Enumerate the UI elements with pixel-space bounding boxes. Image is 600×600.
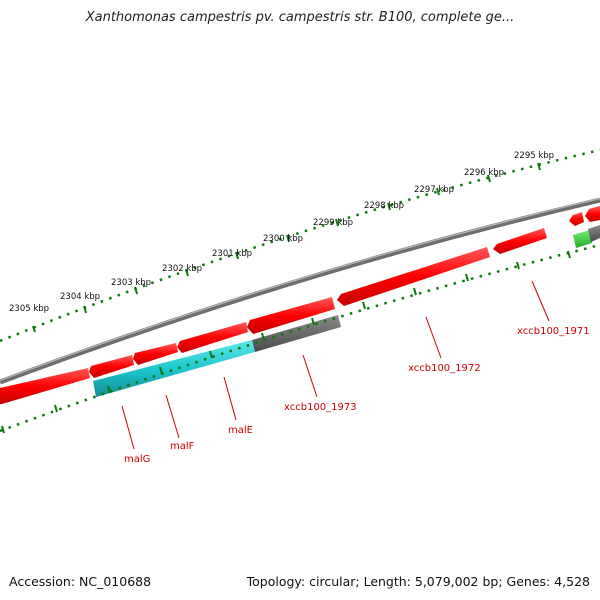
scale-label-2296: 2296 kbp [464, 168, 504, 178]
grey-feature-edge[interactable] [588, 225, 600, 242]
gene-labels: malG malF malE xccb100_1973 xccb100_1972… [124, 326, 590, 465]
green-feature[interactable] [573, 230, 592, 248]
scale-label-2302: 2302 kbp [162, 264, 202, 274]
scale-label-2297: 2297 kbp [414, 185, 454, 195]
grey-feature-1973[interactable] [252, 315, 341, 352]
gene-label-xccb100-1972: xccb100_1972 [408, 363, 481, 374]
gene-label-xccb100-1973: xccb100_1973 [284, 402, 357, 413]
accession-text: Accession: NC_010688 [9, 574, 152, 589]
scale-label-2301: 2301 kbp [212, 249, 252, 259]
map-title: Xanthomonas campestris pv. campestris st… [85, 10, 515, 25]
scale-label-2303: 2303 kbp [111, 278, 151, 288]
gene-label-malG: malG [124, 454, 150, 465]
cds-forward-6[interactable] [337, 247, 490, 306]
cds-forward-3[interactable] [133, 343, 178, 365]
scale-label-2299: 2299 kbp [313, 218, 353, 228]
scale-labels: 2305 kbp 2304 kbp 2303 kbp 2302 kbp 2301… [9, 151, 554, 314]
cds-forward-8[interactable] [569, 212, 584, 226]
scale-label-2305: 2305 kbp [9, 304, 49, 314]
genome-backbone [0, 197, 600, 385]
genome-backbone-highlight [0, 197, 600, 382]
scale-label-2304: 2304 kbp [60, 292, 100, 302]
label-leaders [121, 280, 550, 450]
gene-label-malE: malE [228, 425, 253, 436]
scale-label-2295: 2295 kbp [514, 151, 554, 161]
inner-scale-ring [0, 243, 600, 433]
malE-feature[interactable] [93, 340, 255, 397]
scale-label-2298: 2298 kbp [364, 201, 404, 211]
genome-summary-text: Topology: circular; Length: 5,079,002 bp… [246, 574, 590, 589]
forward-strand-features[interactable] [0, 206, 600, 404]
reverse-strand-features[interactable] [93, 225, 600, 397]
cds-forward-9[interactable] [585, 206, 600, 222]
gene-label-malF: malF [170, 441, 195, 452]
scale-label-2300: 2300 kbp [263, 234, 303, 244]
cds-forward-4[interactable] [177, 322, 248, 353]
cds-forward-5[interactable] [247, 297, 335, 334]
outer-major-ticks [32, 162, 541, 333]
gene-label-xccb100-1971: xccb100_1971 [517, 326, 590, 337]
inner-major-ticks [1, 250, 571, 434]
cds-forward-1[interactable] [0, 368, 90, 404]
cds-forward-7[interactable] [493, 228, 547, 254]
cds-forward-2[interactable] [89, 355, 134, 378]
